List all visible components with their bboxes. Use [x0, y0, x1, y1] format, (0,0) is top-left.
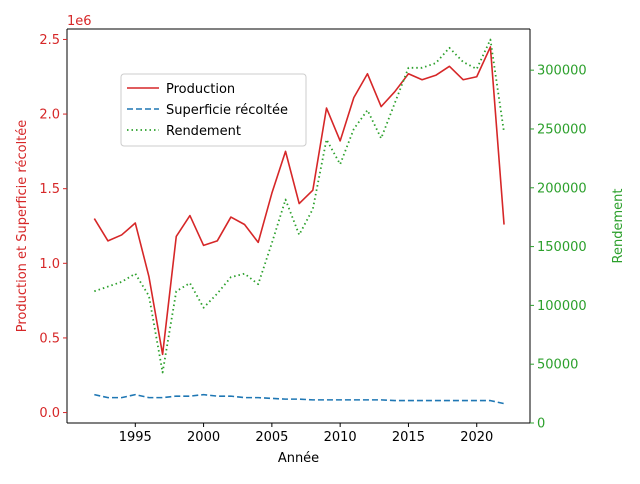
series-line-superficie-r-colt-e [94, 393, 505, 405]
y-axis-label-right: Rendement [611, 189, 626, 264]
x-tick-label: 1995 [119, 430, 152, 445]
legend-label-superficie: Superficie récoltée [166, 103, 288, 118]
series-line-rendement [94, 38, 505, 374]
x-tick-label: 2020 [460, 430, 493, 445]
legend-frame [120, 73, 307, 147]
y-left-tick-label: 1.5 [39, 182, 60, 197]
series-layer [93, 38, 505, 405]
y-left-tick-label: 2.5 [39, 33, 60, 48]
y-left-tick-label: 2.0 [39, 108, 60, 123]
x-tick-label: 2015 [392, 430, 425, 445]
x-tick-label: 2005 [255, 430, 288, 445]
x-axis-label: Année [278, 451, 319, 466]
y-axis-label-left: Production et Superficie récoltée [15, 120, 30, 333]
y-right-tick-label: 300000 [537, 64, 587, 79]
legend-label-production: Production [166, 82, 235, 97]
y-right-tick-label: 200000 [537, 181, 587, 196]
y-left-tick-label: 1.0 [39, 257, 60, 272]
x-tick-label: 2010 [324, 430, 357, 445]
axes-layer [66, 28, 531, 424]
x-tick-label: 2000 [187, 430, 220, 445]
y-right-tick-label: 0 [537, 417, 545, 432]
y-right-tick-label: 150000 [537, 240, 587, 255]
series-line-production [93, 46, 505, 356]
legend: Production Superficie récoltée Rendement [120, 73, 307, 147]
y-left-tick-label: 0.0 [39, 406, 60, 421]
left-axis-multiplier: 1e6 [67, 14, 92, 29]
ticks-layer: 1995 2000 2005 2010 2015 2020 0.0 0.5 1.0 1.5 2.0 2… [39, 33, 586, 445]
legend-label-rendement: Rendement [166, 124, 241, 139]
y-left-tick-label: 0.5 [39, 331, 60, 346]
y-right-tick-label: 50000 [537, 358, 578, 373]
y-right-tick-label: 100000 [537, 299, 587, 314]
y-right-tick-label: 250000 [537, 122, 587, 137]
